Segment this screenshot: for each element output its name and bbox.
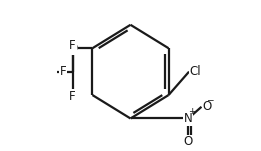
Text: F: F — [60, 65, 66, 78]
Text: F: F — [69, 39, 76, 52]
Text: F: F — [69, 90, 76, 103]
Text: N: N — [184, 112, 193, 125]
Text: O: O — [202, 100, 211, 113]
Text: −: − — [206, 96, 213, 105]
Text: +: + — [188, 107, 196, 116]
Text: O: O — [68, 42, 77, 55]
Text: O: O — [184, 135, 193, 148]
Text: Cl: Cl — [190, 65, 201, 78]
